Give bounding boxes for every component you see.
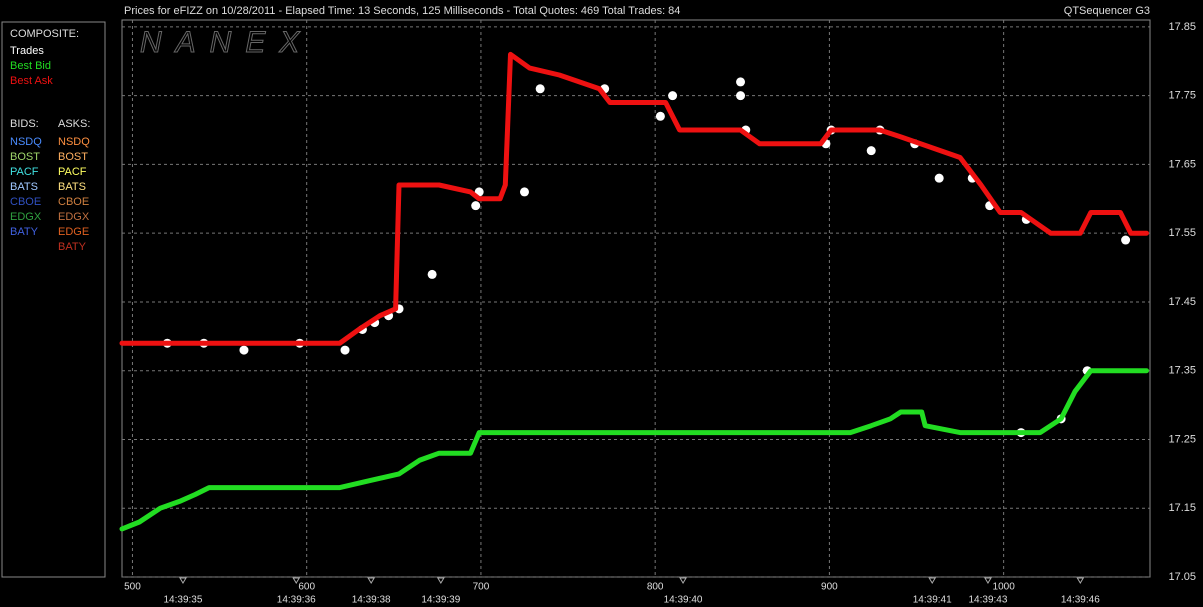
y-tick-label: 17.75: [1168, 90, 1196, 102]
trade-dot: [866, 146, 876, 156]
legend-ask: BATS: [58, 181, 86, 193]
time-tick-label: 14:39:35: [164, 595, 203, 606]
time-tick: [928, 577, 937, 584]
legend-title: COMPOSITE:: [10, 28, 79, 40]
x-tick-label: 900: [821, 582, 838, 593]
legend-bid: BATY: [10, 226, 39, 238]
time-tick-label: 14:39:36: [277, 595, 316, 606]
trade-dot: [519, 187, 529, 197]
trade-dot: [340, 345, 350, 355]
y-tick-label: 17.55: [1168, 227, 1196, 239]
trade-dot: [471, 201, 481, 211]
x-tick-label: 500: [124, 582, 141, 593]
trade-dot: [736, 77, 746, 87]
y-tick-label: 17.45: [1168, 296, 1196, 308]
legend-bid: BATS: [10, 181, 38, 193]
time-tick: [436, 577, 445, 584]
time-tick: [179, 577, 187, 584]
x-tick-label: 1000: [993, 582, 1016, 593]
price-line: [119, 51, 1149, 346]
time-tick-label: 14:39:38: [352, 595, 391, 606]
legend-bid: BOST: [10, 151, 40, 163]
y-tick-label: 17.25: [1168, 433, 1196, 445]
trade-dot: [239, 345, 249, 355]
time-tick: [292, 577, 301, 584]
y-tick-label: 17.15: [1168, 502, 1196, 514]
plot-area: [121, 19, 1151, 578]
time-tick: [367, 577, 376, 584]
legend-bids-title: BIDS:: [10, 118, 39, 130]
chart-subtitle: QTSequencer G3: [1064, 5, 1150, 17]
x-tick-label: 700: [473, 582, 490, 593]
legend-ask: BOST: [58, 151, 88, 163]
time-tick-label: 14:39:39: [421, 595, 460, 606]
trade-dot: [934, 173, 944, 183]
x-tick-label: 800: [647, 582, 664, 593]
legend-bid: EDGX: [10, 211, 42, 223]
legend-ask: PACF: [58, 166, 87, 178]
legend-asks-title: ASKS:: [58, 118, 90, 130]
trade-dot: [427, 269, 437, 279]
x-tick-label: 600: [298, 582, 315, 593]
watermark: NANEX: [140, 26, 313, 59]
trade-dot: [655, 111, 665, 121]
time-tick: [984, 577, 992, 584]
time-tick-label: 14:39:41: [913, 595, 952, 606]
time-tick-label: 14:39:46: [1061, 595, 1100, 606]
trade-dot: [1121, 235, 1131, 245]
y-tick-label: 17.05: [1168, 571, 1196, 583]
legend-bid: PACF: [10, 166, 39, 178]
trade-dot: [736, 91, 746, 101]
time-tick: [679, 577, 687, 584]
time-tick: [1076, 577, 1085, 584]
legend-entry: Best Ask: [10, 75, 53, 87]
time-tick-label: 14:39:43: [968, 595, 1007, 606]
price-line: [119, 368, 1149, 532]
legend-panel: [1, 21, 106, 578]
legend-bid: NSDQ: [10, 136, 42, 148]
legend-entry: Trades: [10, 45, 44, 57]
legend-ask: NSDQ: [58, 136, 90, 148]
trade-dot: [668, 91, 678, 101]
trade-dot: [535, 84, 545, 94]
chart-title: Prices for eFIZZ on 10/28/2011 - Elapsed…: [124, 5, 680, 17]
legend-entry: Best Bid: [10, 60, 51, 72]
y-tick-label: 17.85: [1168, 21, 1196, 33]
legend-ask: EDGE: [58, 226, 89, 238]
y-tick-label: 17.65: [1168, 158, 1196, 170]
time-tick-label: 14:39:40: [664, 595, 703, 606]
legend-ask: EDGX: [58, 211, 90, 223]
y-tick-label: 17.35: [1168, 365, 1196, 377]
legend-bid: CBOE: [10, 196, 41, 208]
legend-ask: BATY: [58, 241, 87, 253]
legend-ask: CBOE: [58, 196, 89, 208]
